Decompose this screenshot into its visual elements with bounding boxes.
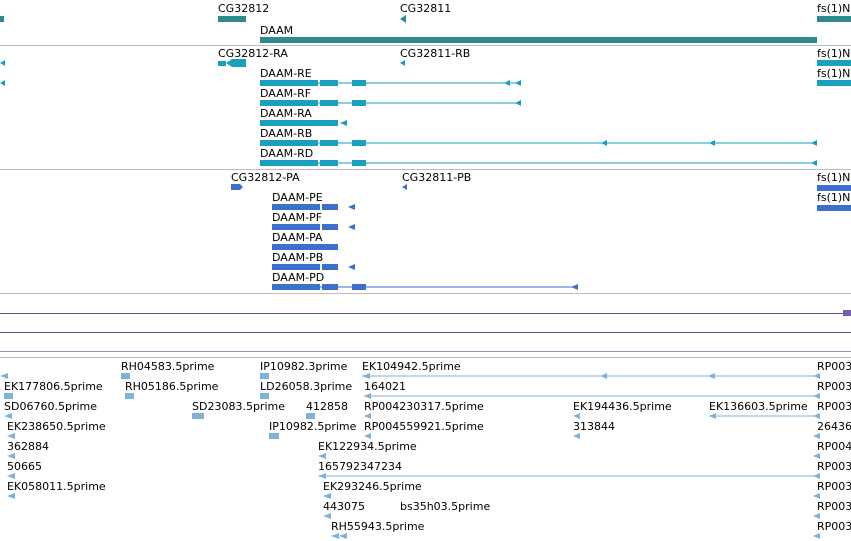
gene-glyph-fs1n[interactable] (817, 16, 851, 22)
transcript-label-fs1n-b[interactable]: fs(1)N (817, 67, 851, 80)
est-label[interactable]: EK058011.5prime (7, 480, 106, 493)
transcript-label-daam-rf[interactable]: DAAM-RF (260, 87, 312, 100)
est-label[interactable]: RP003 (817, 480, 851, 493)
est-label[interactable]: 50665 (7, 460, 42, 473)
transcript-label-daam-rd[interactable]: DAAM-RD (260, 147, 314, 160)
est-label[interactable]: RP004230317.5prime (364, 400, 484, 413)
est-label[interactable]: 165792347234 (318, 460, 402, 473)
feature-line-end-marker[interactable] (843, 310, 851, 316)
track-separator (0, 357, 851, 358)
est-label[interactable]: EK177806.5prime (4, 380, 103, 393)
gene-label-fs1n[interactable]: fs(1)N (817, 2, 851, 15)
gene-label-cg32811[interactable]: CG32811 (400, 2, 452, 15)
est-label[interactable]: RH55943.5prime (331, 520, 425, 533)
est-label[interactable]: RP003 (817, 500, 851, 513)
est-label[interactable]: 412858 (306, 400, 348, 413)
est-label[interactable]: RP003 (817, 360, 851, 373)
est-label[interactable]: EK238650.5prime (7, 420, 106, 433)
est-label[interactable]: RP004559921.5prime (364, 420, 484, 433)
protein-label-fs1n-b[interactable]: fs(1)N (817, 191, 851, 204)
est-label[interactable]: 264360 (817, 420, 851, 433)
protein-label-daam-pb[interactable]: DAAM-PB (272, 251, 324, 264)
track-separator (0, 293, 851, 294)
est-label[interactable]: EK136603.5prime (709, 400, 808, 413)
est-label[interactable]: RP003 (817, 400, 851, 413)
est-label[interactable]: RP003 (817, 380, 851, 393)
track-separator (0, 169, 851, 170)
transcript-label-cg32811-rb[interactable]: CG32811-RB (400, 47, 471, 60)
track-separator (0, 45, 851, 46)
est-label[interactable]: EK293246.5prime (323, 480, 422, 493)
est-label[interactable]: RH04583.5prime (121, 360, 215, 373)
est-label[interactable]: EK122934.5prime (318, 440, 417, 453)
est-label[interactable]: LD26058.3prime (260, 380, 353, 393)
gene-glyph-daam[interactable] (260, 37, 817, 43)
est-label[interactable]: 164021 (364, 380, 406, 393)
est-label[interactable]: SD06760.5prime (4, 400, 97, 413)
transcript-label-daam-rb[interactable]: DAAM-RB (260, 127, 313, 140)
feature-line-track (0, 351, 851, 352)
protein-label-daam-pa[interactable]: DAAM-PA (272, 231, 323, 244)
est-label[interactable]: 362884 (7, 440, 49, 453)
protein-label-cg32812-pa[interactable]: CG32812-PA (231, 171, 300, 184)
est-label[interactable]: EK104942.5prime (362, 360, 461, 373)
est-label[interactable]: RP003 (817, 460, 851, 473)
gene-glyph-left-edge[interactable] (0, 16, 4, 22)
protein-label-daam-pf[interactable]: DAAM-PF (272, 211, 323, 224)
feature-line-track (0, 332, 851, 333)
transcript-label-daam-re[interactable]: DAAM-RE (260, 67, 312, 80)
transcript-label-fs1n-a[interactable]: fs(1)N (817, 47, 851, 60)
est-label[interactable]: 313844 (573, 420, 615, 433)
est-label[interactable]: 443075 (323, 500, 365, 513)
est-label[interactable]: RH05186.5prime (125, 380, 219, 393)
feature-line-track[interactable] (0, 313, 843, 314)
protein-label-cg32811-pb[interactable]: CG32811-PB (402, 171, 472, 184)
transcript-label-daam-ra[interactable]: DAAM-RA (260, 107, 312, 120)
est-label[interactable]: SD23083.5prime (192, 400, 285, 413)
gene-glyph-cg32811[interactable] (400, 15, 406, 23)
est-label[interactable]: bs35h03.5prime (400, 500, 491, 513)
gene-label-cg32812[interactable]: CG32812 (218, 2, 270, 15)
gene-glyph-cg32812[interactable] (218, 16, 246, 22)
protein-label-daam-pd[interactable]: DAAM-PD (272, 271, 325, 284)
est-label[interactable]: IP10982.3prime (260, 360, 348, 373)
est-label[interactable]: IP10982.5prime (269, 420, 357, 433)
transcript-label-cg32812-ra[interactable]: CG32812-RA (218, 47, 288, 60)
est-label[interactable]: RP004 (817, 440, 851, 453)
gene-label-daam[interactable]: DAAM (260, 24, 294, 37)
est-label[interactable]: EK194436.5prime (573, 400, 672, 413)
est-label[interactable]: RP003 (817, 520, 851, 533)
protein-label-fs1n-a[interactable]: fs(1)N (817, 171, 851, 184)
protein-label-daam-pe[interactable]: DAAM-PE (272, 191, 323, 204)
